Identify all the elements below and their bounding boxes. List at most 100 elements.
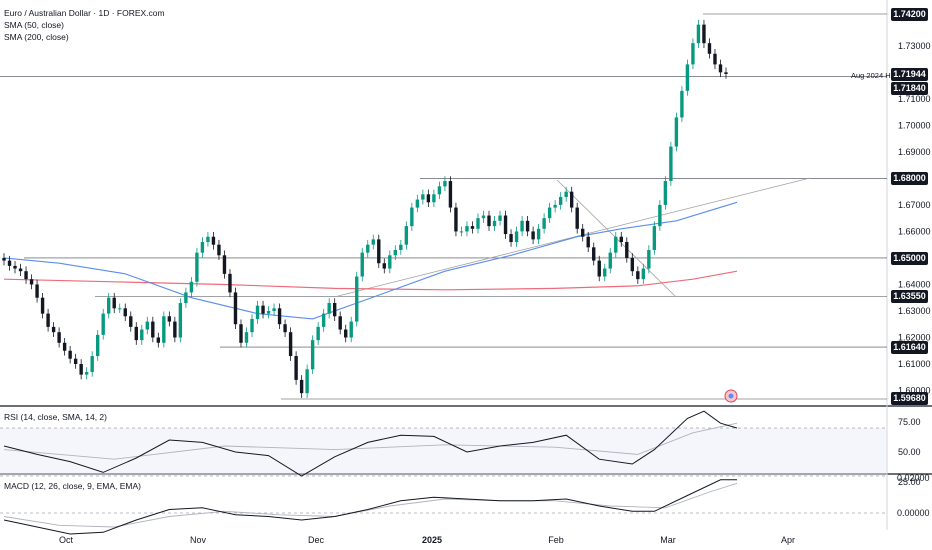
candle-body (619, 236, 623, 243)
candle-body (652, 226, 657, 250)
candle-body (630, 257, 635, 272)
candle-body (107, 297, 111, 314)
candle-body (118, 308, 122, 310)
candle-body (244, 332, 249, 343)
candle-body (724, 72, 728, 74)
candle-body (222, 255, 227, 274)
candle-body (84, 371, 89, 375)
candle-body (29, 279, 34, 285)
price-tick-label: 1.63000 (898, 306, 931, 316)
candle-body (112, 297, 116, 309)
x-tick-label: Oct (59, 535, 74, 545)
candle-body (283, 324, 287, 333)
candle-body (691, 43, 695, 65)
price-tag-last: 1.71944 (891, 68, 928, 81)
candle-body (399, 244, 403, 250)
candle-body (272, 308, 276, 311)
candle-body (525, 220, 530, 232)
candle-body (481, 215, 486, 219)
rsi-line (3, 410, 738, 477)
candle-body (62, 342, 67, 351)
candle-body (184, 292, 188, 304)
candle-body (377, 239, 381, 264)
candle-body (707, 43, 712, 54)
candle-body (35, 284, 39, 298)
candle-body (454, 207, 458, 232)
candle-body (46, 313, 50, 327)
candle-body (487, 215, 491, 227)
candle-body (625, 242, 629, 258)
candle-body (459, 231, 464, 233)
candle-body (189, 281, 194, 293)
candle-body (305, 369, 309, 394)
candle-body (355, 276, 359, 322)
macd-label: MACD (12, 26, close, 9, EMA, EMA) (4, 481, 141, 491)
candle-body (393, 249, 398, 256)
candle-body (217, 244, 221, 256)
candle-body (140, 329, 144, 341)
candle-body (233, 292, 238, 325)
candle-body (68, 350, 72, 359)
price-tag-165: 1.65000 (891, 252, 928, 265)
x-tick-label: Mar (660, 535, 676, 545)
candle-body (404, 226, 409, 245)
candle-body (388, 255, 392, 269)
candle-body (173, 321, 177, 338)
candle-body (531, 231, 535, 240)
candle-body (57, 332, 61, 343)
price-tick-label: 1.67000 (898, 200, 931, 210)
candle-body (277, 308, 282, 325)
rsi-tick-label: 50.00 (898, 447, 921, 457)
candle-body (498, 215, 502, 221)
candle-body (101, 313, 105, 335)
candle-body (608, 252, 612, 269)
macd-tick-label: 0.02000 (897, 473, 930, 483)
candle-body (647, 249, 651, 269)
price-tick-label: 1.64000 (898, 279, 931, 289)
candle-body (299, 379, 304, 394)
price-tick-label: 1.60000 (898, 386, 931, 396)
candle-body (575, 207, 579, 229)
candle-body (266, 310, 271, 314)
candle-body (443, 181, 447, 187)
candle-body (432, 194, 436, 203)
candle-body (195, 252, 199, 282)
candle-body (603, 268, 607, 277)
candle-body (294, 356, 298, 380)
candle-body (156, 337, 161, 343)
candle-body (421, 194, 425, 200)
candle-body (211, 236, 216, 245)
candle-body (73, 358, 78, 364)
candle-body (327, 303, 331, 314)
x-tick-label: Nov (190, 535, 207, 545)
candle-body (7, 260, 12, 266)
candle-body (382, 263, 386, 269)
candle-body (129, 316, 133, 327)
candle-body (371, 239, 375, 245)
rsi-band (0, 428, 887, 476)
candle-body (514, 231, 519, 243)
sma50-line (3, 201, 738, 320)
candle-body (597, 260, 601, 277)
price-tick-label: 1.73000 (898, 41, 931, 51)
candle-body (465, 226, 469, 232)
candle-body (586, 236, 590, 248)
price-tag-1742: 1.74200 (891, 8, 928, 21)
x-tick-label: Feb (548, 535, 564, 545)
candle-body (151, 321, 155, 338)
macd-line (3, 479, 737, 535)
candle-body (680, 90, 684, 118)
x-tick-label: Dec (308, 535, 325, 545)
candle-body (228, 273, 232, 293)
candle-body (641, 268, 646, 280)
candle-body (718, 64, 723, 73)
candle-body (255, 305, 260, 319)
candle-body (18, 268, 23, 272)
price-tag-aug-high: 1.71840 (891, 82, 928, 95)
candle-body (663, 181, 668, 205)
price-tag-15968: 1.59680 (891, 392, 928, 405)
candle-body (366, 244, 370, 253)
candle-body (702, 24, 706, 44)
candle-body (95, 334, 100, 357)
